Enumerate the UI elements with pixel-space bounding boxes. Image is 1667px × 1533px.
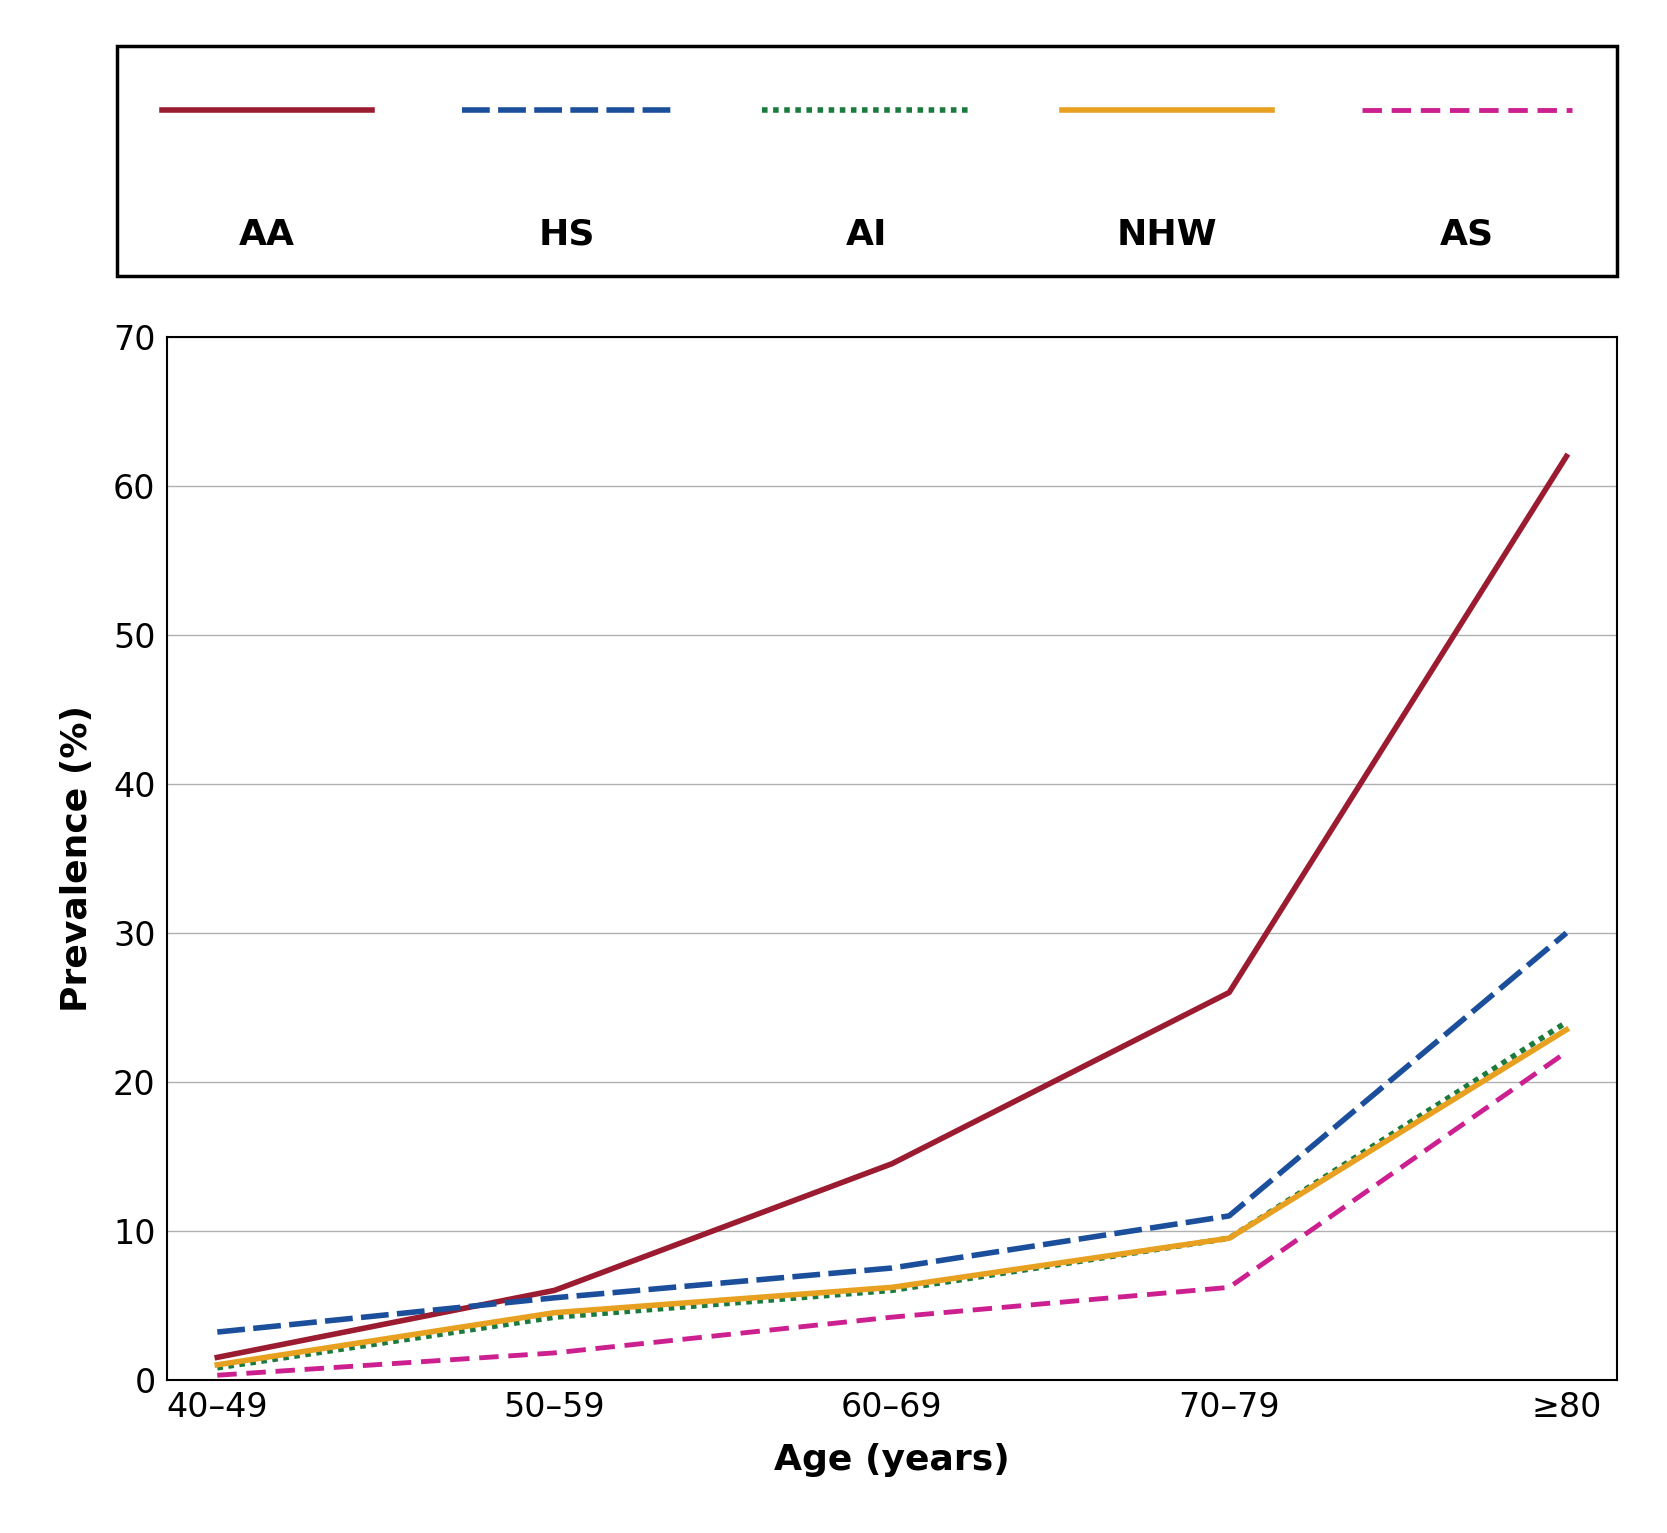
X-axis label: Age (years): Age (years) xyxy=(773,1443,1010,1478)
Text: AI: AI xyxy=(847,218,887,251)
Text: NHW: NHW xyxy=(1117,218,1217,251)
Text: AA: AA xyxy=(238,218,295,251)
Text: HS: HS xyxy=(538,218,595,251)
Text: AS: AS xyxy=(1440,218,1494,251)
Y-axis label: Prevalence (%): Prevalence (%) xyxy=(60,705,93,1012)
